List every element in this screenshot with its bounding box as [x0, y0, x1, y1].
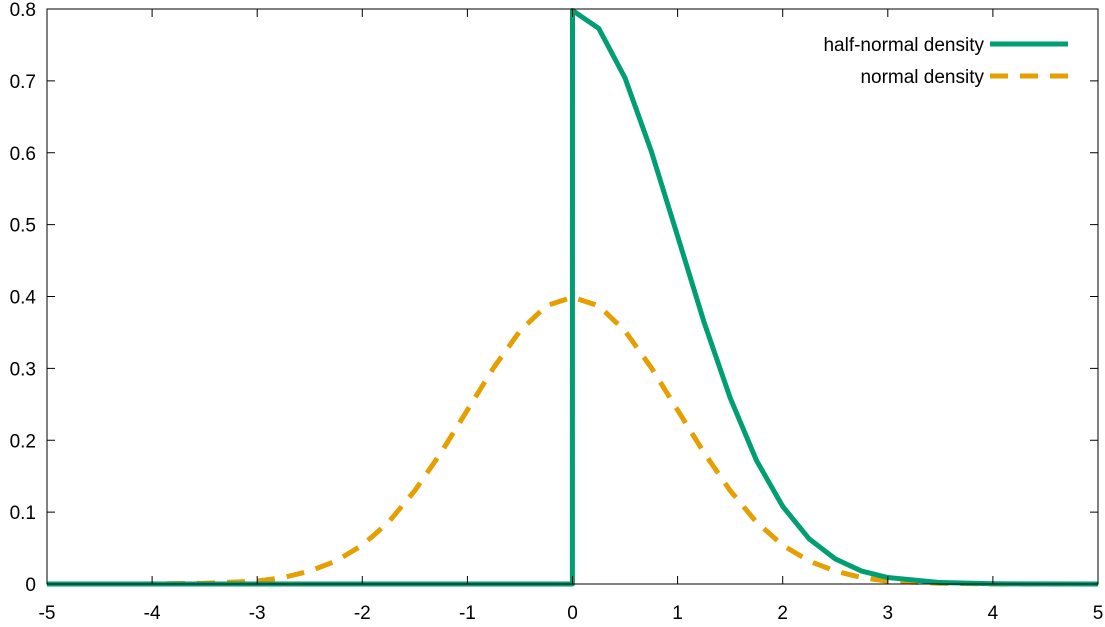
x-tick-label: 0 — [567, 603, 578, 624]
y-tick-label: 0.5 — [10, 216, 36, 237]
x-tick-label: -1 — [459, 603, 476, 624]
y-tick-label: 0.8 — [10, 0, 36, 21]
x-tick-label: 5 — [1093, 603, 1104, 624]
series-line-half-normal — [47, 7, 1099, 587]
x-tick-label: -2 — [354, 603, 371, 624]
legend-label-normal: normal density — [860, 67, 984, 88]
x-tick-label: -3 — [249, 603, 266, 624]
x-tick-label: 4 — [988, 603, 999, 624]
y-tick-label: 0.2 — [10, 431, 36, 452]
y-tick-label: 0.3 — [10, 359, 36, 380]
y-tick-label: 0.7 — [10, 72, 36, 93]
y-tick-labels: 0 0.1 0.2 0.3 0.4 0.5 0.6 0.7 0.8 — [10, 0, 37, 596]
x-tick-labels: -5 -4 -3 -2 -1 0 1 2 3 4 5 — [39, 603, 1104, 624]
x-tick-label: 3 — [883, 603, 894, 624]
y-tick-label: 0.1 — [10, 503, 36, 524]
y-tick-label: 0 — [25, 575, 36, 596]
legend: half-normal density normal density — [823, 35, 1068, 88]
legend-label-half-normal: half-normal density — [823, 35, 984, 56]
x-tick-label: 2 — [777, 603, 788, 624]
ticks-group — [46, 8, 1099, 585]
y-tick-label: 0.4 — [10, 288, 37, 309]
x-tick-label: 1 — [672, 603, 683, 624]
x-tick-label: -4 — [144, 603, 161, 624]
y-tick-label: 0.6 — [10, 144, 36, 165]
x-tick-label: -5 — [39, 603, 56, 624]
series-group — [46, 7, 1099, 587]
